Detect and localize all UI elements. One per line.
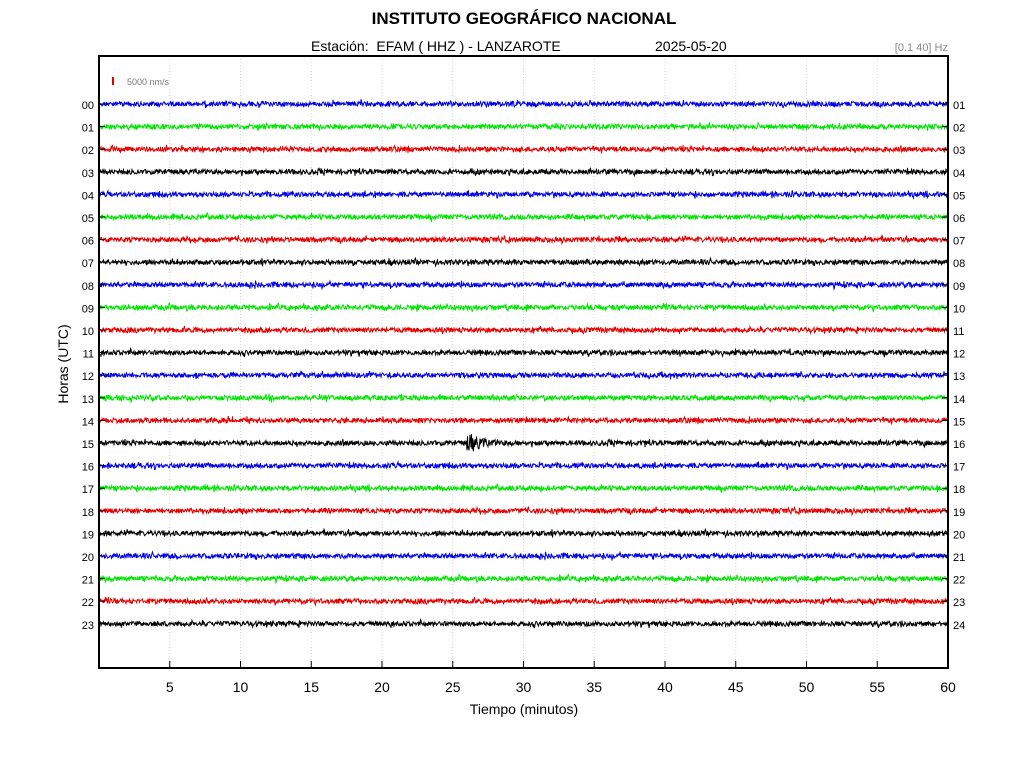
y-tick-label-right: 09: [953, 281, 965, 293]
trace-hour-20: [99, 550, 948, 562]
x-tick-label: 15: [303, 679, 319, 695]
trace-hour-22: [99, 596, 948, 607]
y-tick-label-left: 20: [82, 552, 94, 564]
y-tick-label-left: 01: [82, 123, 94, 135]
y-tick-label-left: 15: [82, 439, 94, 451]
trace-hour-00: [99, 98, 948, 110]
y-tick-label-right: 21: [953, 552, 965, 564]
trace-hour-21: [99, 573, 948, 585]
trace-hour-23: [99, 618, 948, 629]
y-tick-label-left: 05: [82, 213, 94, 225]
trace-hour-12: [99, 370, 948, 380]
y-tick-label-left: 06: [82, 236, 94, 248]
y-tick-label-left: 16: [82, 462, 94, 474]
y-tick-label-left: 17: [82, 484, 94, 496]
x-tick-label: 45: [728, 679, 744, 695]
y-tick-label-right: 14: [953, 394, 965, 406]
ticks: 5 10 15 20 25 30 35 40 45 50 55 60 00 01 01 02 02 03 03 04 0…: [82, 100, 966, 695]
y-tick-label-right: 19: [953, 507, 965, 519]
trace-hour-16: [99, 460, 948, 471]
y-tick-label-right: 02: [953, 123, 965, 135]
y-tick-label-left: 10: [82, 326, 94, 338]
trace-hour-04: [99, 188, 948, 200]
x-tick-label: 60: [940, 679, 956, 695]
y-tick-label-right: 07: [953, 236, 965, 248]
trace-hour-01: [99, 121, 948, 132]
y-tick-label-left: 00: [82, 100, 94, 112]
trace-hour-11: [100, 347, 948, 359]
y-tick-label-right: 23: [953, 597, 965, 609]
trace-hour-14: [99, 415, 948, 425]
y-tick-label-left: 07: [82, 258, 94, 270]
scale-bar-mark: [112, 77, 114, 85]
y-tick-label-right: 03: [953, 145, 965, 157]
y-tick-label-right: 11: [953, 326, 964, 338]
scale-bar-label: 5000 nm/s: [127, 77, 170, 87]
x-tick-label: 30: [516, 679, 532, 695]
trace-hour-17: [99, 483, 948, 494]
y-axis-label: Horas (UTC): [55, 324, 71, 403]
trace-hour-06: [99, 234, 948, 246]
trace-hour-18: [99, 505, 948, 517]
traces: [99, 98, 948, 629]
x-tick-label: 50: [799, 679, 815, 695]
trace-hour-07: [99, 256, 948, 268]
trace-hour-10: [99, 324, 948, 336]
y-tick-label-right: 22: [953, 575, 965, 587]
y-tick-label-right: 17: [953, 462, 965, 474]
y-tick-label-right: 15: [953, 416, 965, 428]
station-label: Estación: EFAM ( HHZ ) - LANZAROTE: [311, 38, 561, 54]
y-tick-label-right: 01: [953, 100, 965, 112]
y-tick-label-left: 03: [82, 168, 94, 180]
filter-label: [0.1 40] Hz: [894, 42, 948, 54]
y-tick-label-left: 12: [82, 371, 94, 383]
y-tick-label-left: 09: [82, 303, 94, 315]
y-tick-label-right: 16: [953, 439, 965, 451]
trace-hour-05: [99, 212, 948, 223]
y-tick-label-left: 21: [82, 575, 94, 587]
y-tick-label-right: 12: [953, 349, 965, 361]
y-tick-label-left: 23: [82, 620, 94, 632]
y-tick-label-left: 14: [82, 416, 94, 428]
y-tick-label-right: 20: [953, 529, 965, 541]
x-tick-label: 40: [657, 679, 673, 695]
trace-hour-08: [99, 279, 948, 291]
y-tick-label-right: 08: [953, 258, 965, 270]
x-tick-label: 5: [166, 679, 174, 695]
y-tick-label-left: 02: [82, 145, 94, 157]
date-label: 2025-05-20: [655, 38, 727, 54]
y-tick-label-right: 13: [953, 371, 965, 383]
y-tick-label-left: 04: [82, 190, 94, 202]
y-tick-label-left: 22: [82, 597, 94, 609]
y-tick-label-left: 13: [82, 394, 94, 406]
trace-hour-19: [99, 527, 948, 539]
y-tick-label-right: 05: [953, 190, 965, 202]
scale-bar: 5000 nm/s: [112, 77, 170, 87]
y-tick-label-left: 11: [83, 349, 94, 361]
x-tick-label: 55: [869, 679, 885, 695]
x-axis-label: Tiempo (minutos): [470, 701, 578, 717]
y-tick-label-left: 19: [82, 529, 94, 541]
trace-hour-15: [99, 434, 948, 452]
grid: [169, 56, 878, 668]
trace-hour-02: [99, 144, 948, 154]
y-tick-label-right: 10: [953, 303, 965, 315]
y-tick-label-left: 08: [82, 281, 94, 293]
x-tick-label: 20: [374, 679, 390, 695]
y-tick-label-right: 04: [953, 168, 965, 180]
x-tick-label: 35: [586, 679, 602, 695]
x-tick-label: 25: [445, 679, 461, 695]
y-tick-label-right: 18: [953, 484, 965, 496]
trace-hour-13: [99, 393, 948, 404]
trace-hour-03: [99, 167, 948, 178]
x-tick-label: 10: [233, 679, 249, 695]
chart-title: INSTITUTO GEOGRÁFICO NACIONAL: [371, 9, 677, 28]
y-tick-label-right: 24: [953, 620, 965, 632]
y-tick-label-right: 06: [953, 213, 965, 225]
trace-hour-09: [99, 302, 948, 313]
y-tick-label-left: 18: [82, 507, 94, 519]
